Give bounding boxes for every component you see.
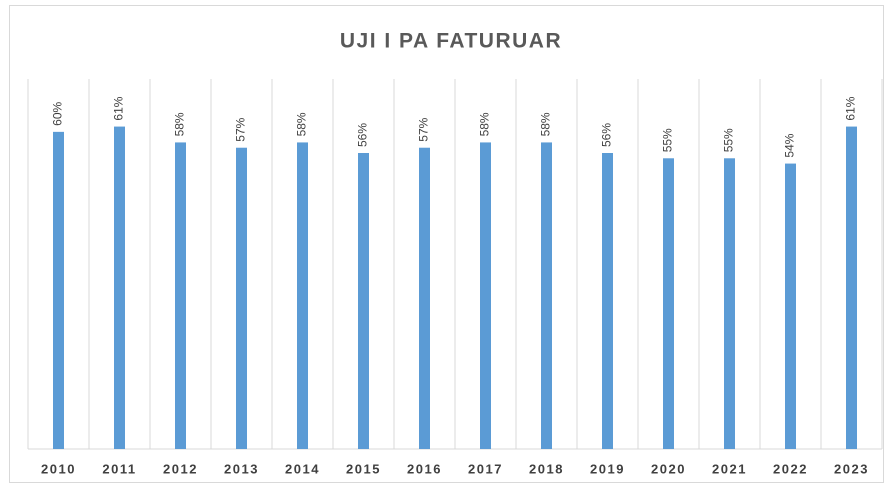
data-label: 57% bbox=[417, 117, 431, 141]
x-tick-label: 2017 bbox=[468, 461, 503, 476]
x-tick-label: 2012 bbox=[163, 461, 198, 476]
chart-title: UJI I PA FATURUAR bbox=[340, 30, 562, 53]
data-label: 57% bbox=[234, 117, 248, 141]
x-tick-label: 2023 bbox=[834, 461, 869, 476]
bar bbox=[663, 158, 674, 450]
bar bbox=[419, 147, 430, 449]
bar bbox=[846, 126, 857, 450]
x-tick-label: 2020 bbox=[651, 461, 686, 476]
bar bbox=[53, 131, 64, 449]
data-label: 61% bbox=[112, 96, 126, 120]
x-tick-label: 2014 bbox=[285, 461, 320, 476]
bar bbox=[114, 126, 125, 450]
data-label: 54% bbox=[783, 133, 797, 157]
x-tick-label: 2016 bbox=[407, 461, 442, 476]
x-tick-label: 2018 bbox=[529, 461, 564, 476]
data-label: 58% bbox=[295, 112, 309, 136]
data-label: 56% bbox=[600, 123, 614, 147]
x-tick-label: 2013 bbox=[224, 461, 259, 476]
bar bbox=[602, 153, 613, 449]
bar bbox=[480, 142, 491, 449]
data-label: 58% bbox=[539, 112, 553, 136]
bar bbox=[358, 153, 369, 449]
x-tick-label: 2010 bbox=[41, 461, 76, 476]
data-label: 55% bbox=[661, 128, 675, 152]
x-tick-label: 2022 bbox=[773, 461, 808, 476]
bar bbox=[297, 142, 308, 449]
data-label: 60% bbox=[51, 102, 65, 126]
x-tick-label: 2019 bbox=[590, 461, 625, 476]
bar bbox=[785, 163, 796, 450]
data-label: 55% bbox=[722, 128, 736, 152]
x-tick-label: 2011 bbox=[102, 461, 136, 476]
data-label: 56% bbox=[356, 123, 370, 147]
bar bbox=[724, 158, 735, 450]
data-label: 61% bbox=[844, 96, 858, 120]
x-tick-label: 2015 bbox=[346, 461, 381, 476]
bar bbox=[541, 142, 552, 449]
chart-border bbox=[9, 5, 884, 483]
x-tick-label: 2021 bbox=[712, 461, 747, 476]
bar bbox=[236, 147, 247, 449]
bar bbox=[175, 142, 186, 449]
data-label: 58% bbox=[173, 112, 187, 136]
data-label: 58% bbox=[478, 112, 492, 136]
